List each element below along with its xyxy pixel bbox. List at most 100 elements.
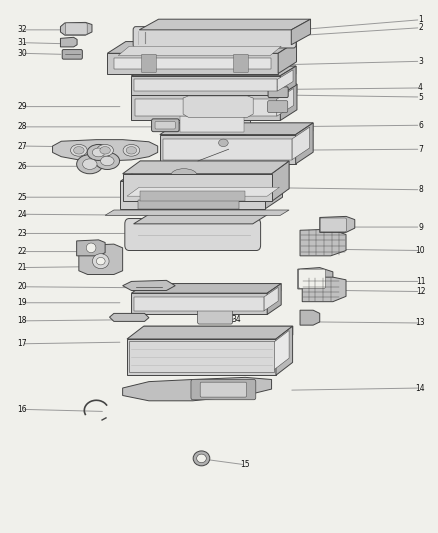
Polygon shape [292, 127, 310, 160]
Text: 26: 26 [17, 162, 27, 171]
Ellipse shape [92, 254, 109, 269]
Polygon shape [183, 96, 253, 117]
Polygon shape [320, 216, 355, 232]
Polygon shape [177, 123, 313, 132]
Text: 13: 13 [416, 319, 425, 327]
Text: 1: 1 [418, 15, 423, 24]
FancyBboxPatch shape [268, 101, 288, 112]
Polygon shape [131, 84, 297, 95]
Text: 20: 20 [17, 282, 27, 291]
Text: 11: 11 [416, 277, 425, 286]
Polygon shape [300, 229, 346, 256]
Text: 25: 25 [17, 193, 27, 201]
Polygon shape [139, 19, 311, 30]
Ellipse shape [123, 144, 140, 156]
Polygon shape [302, 277, 346, 302]
Polygon shape [265, 169, 283, 209]
Ellipse shape [87, 144, 110, 160]
Polygon shape [272, 161, 289, 201]
Ellipse shape [95, 152, 120, 169]
Polygon shape [127, 187, 279, 196]
Polygon shape [140, 191, 245, 201]
Text: 23: 23 [17, 229, 27, 238]
Text: 18: 18 [17, 317, 27, 325]
FancyBboxPatch shape [320, 218, 346, 232]
Ellipse shape [126, 147, 137, 154]
Text: 34: 34 [232, 316, 241, 324]
Polygon shape [135, 99, 277, 116]
Text: 32: 32 [17, 26, 27, 34]
Text: 19: 19 [17, 298, 27, 307]
Ellipse shape [77, 155, 103, 174]
Polygon shape [107, 42, 297, 53]
Ellipse shape [219, 139, 228, 147]
Polygon shape [134, 79, 277, 91]
Polygon shape [77, 240, 105, 256]
Text: 14: 14 [416, 384, 425, 392]
Polygon shape [131, 293, 267, 314]
Polygon shape [147, 66, 296, 74]
Polygon shape [127, 326, 293, 339]
Polygon shape [276, 326, 293, 375]
Polygon shape [134, 297, 264, 311]
Text: 9: 9 [418, 223, 423, 231]
Polygon shape [163, 148, 310, 160]
Polygon shape [131, 358, 289, 371]
Ellipse shape [101, 156, 114, 166]
Text: 10: 10 [416, 246, 425, 255]
Polygon shape [120, 169, 283, 181]
Polygon shape [114, 58, 271, 69]
Polygon shape [123, 161, 289, 174]
Polygon shape [160, 123, 313, 135]
Polygon shape [144, 326, 293, 335]
Polygon shape [134, 82, 293, 91]
Polygon shape [160, 135, 296, 164]
FancyBboxPatch shape [125, 219, 261, 251]
Polygon shape [280, 66, 296, 95]
Polygon shape [131, 76, 280, 95]
Polygon shape [134, 301, 278, 311]
Text: 17: 17 [17, 340, 27, 348]
Polygon shape [278, 42, 297, 74]
Text: 4: 4 [418, 84, 423, 92]
Polygon shape [53, 140, 158, 161]
Polygon shape [264, 287, 278, 311]
FancyBboxPatch shape [152, 119, 179, 132]
Polygon shape [127, 339, 276, 375]
Ellipse shape [92, 148, 105, 157]
Text: 31: 31 [17, 38, 27, 47]
Polygon shape [123, 174, 272, 201]
Ellipse shape [97, 144, 113, 156]
Text: 21: 21 [17, 263, 27, 272]
Text: 3: 3 [418, 57, 423, 66]
Polygon shape [148, 84, 297, 93]
Polygon shape [134, 214, 268, 224]
Polygon shape [296, 123, 313, 164]
Polygon shape [131, 284, 281, 293]
Text: 12: 12 [416, 287, 425, 296]
Polygon shape [174, 114, 251, 134]
Ellipse shape [193, 451, 210, 466]
Ellipse shape [100, 147, 110, 154]
Text: 8: 8 [418, 185, 423, 194]
FancyBboxPatch shape [268, 87, 288, 98]
Polygon shape [180, 116, 244, 132]
Polygon shape [110, 313, 149, 321]
Polygon shape [79, 244, 123, 274]
FancyBboxPatch shape [233, 54, 248, 72]
Polygon shape [123, 377, 272, 401]
Polygon shape [272, 330, 289, 371]
Polygon shape [277, 70, 293, 91]
Polygon shape [118, 46, 281, 55]
Polygon shape [129, 341, 274, 372]
FancyBboxPatch shape [141, 54, 156, 72]
Ellipse shape [171, 168, 197, 182]
Ellipse shape [74, 147, 84, 154]
Polygon shape [280, 84, 297, 120]
Text: 15: 15 [240, 461, 250, 469]
FancyBboxPatch shape [65, 23, 87, 35]
Text: 29: 29 [17, 102, 27, 111]
FancyBboxPatch shape [299, 269, 325, 288]
Polygon shape [120, 181, 265, 209]
Polygon shape [131, 66, 296, 76]
